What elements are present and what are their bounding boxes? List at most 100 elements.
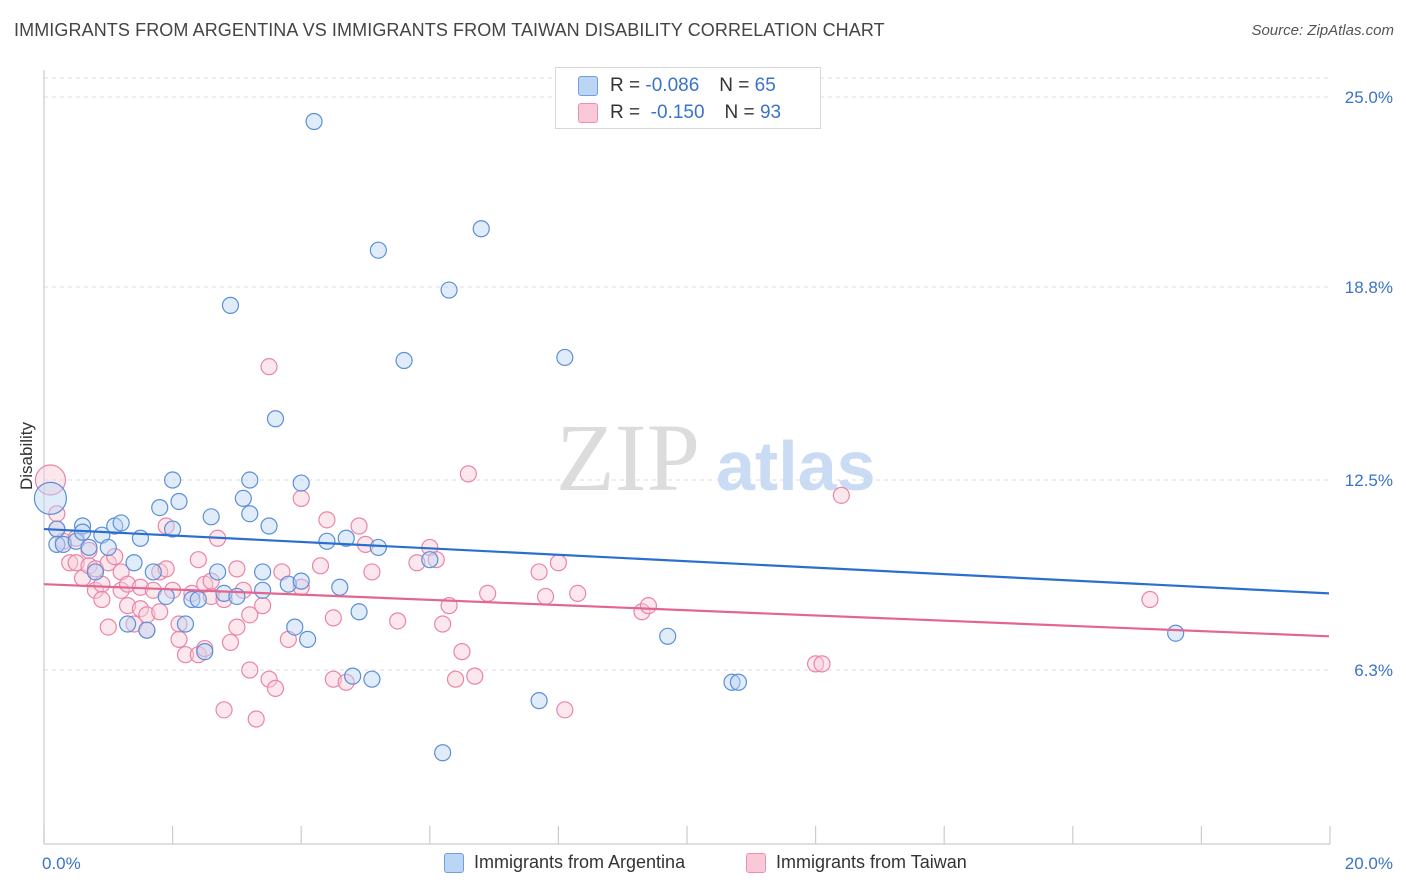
taiwan-point [260,670,278,688]
taiwan-point [536,587,555,606]
r-value-argentina: -0.086 [645,75,700,96]
argentina-point [138,621,156,639]
argentina-point [530,692,548,710]
taiwan-point [138,606,156,624]
taiwan-point [832,486,850,504]
argentina-point [395,351,413,370]
taiwan-point [170,630,188,648]
series-taiwan-points [34,358,1159,728]
n-value-taiwan: 93 [759,102,782,123]
argentina-point [202,508,220,526]
taiwan-point [106,548,124,566]
argentina-point [254,563,272,581]
taiwan-point [34,464,67,496]
argentina-point [151,498,169,517]
argentina-point [221,296,240,314]
legend-item-argentina[interactable]: Immigrants from Argentina [444,852,685,873]
legend-item-taiwan[interactable]: Immigrants from Taiwan [746,852,967,873]
bottom-legend: Immigrants from Argentina Immigrants fro… [0,852,1406,878]
y-tick-labels: 6.3% 12.5% 18.8% 25.0% [1345,88,1393,680]
argentina-point [170,492,188,511]
x-tick-label: 0.0% [42,854,81,873]
taiwan-point [67,554,85,572]
argentina-point [318,532,336,550]
y-tick-label: 12.5% [1345,471,1393,490]
taiwan-point [318,511,336,529]
taiwan-point [337,673,355,691]
argentina-point [299,630,317,648]
taiwan-point [118,597,137,615]
argentina-point [241,471,259,489]
argentina-point [234,489,252,508]
stats-legend: R = -0.086 N = 65 R = -0.150 N = 93 [555,67,821,129]
stats-row-taiwan: R = -0.150 N = 93 [578,100,781,126]
argentina-point [33,481,68,516]
taiwan-point [260,358,278,376]
taiwan-point [324,609,342,627]
taiwan-point [311,557,330,575]
taiwan-point [479,584,497,602]
n-value-argentina: 65 [754,75,776,96]
taiwan-point [292,489,310,508]
argentina-point [176,615,195,633]
taiwan-point [234,581,252,599]
chart-title: IMMIGRANTS FROM ARGENTINA VS IMMIGRANTS … [14,20,885,40]
taiwan-point [215,701,233,719]
taiwan-swatch [746,852,766,873]
n-label: N = [724,102,755,123]
watermark-zip: ZIP [556,404,700,511]
x-tick-labels: 0.0% 20.0% [42,854,1393,873]
taiwan-point [556,701,574,719]
argentina-point [729,673,748,691]
x-tick-label: 20.0% [1345,854,1393,873]
y-tick-label: 6.3% [1354,661,1393,680]
taiwan-point [93,590,111,609]
argentina-swatch [444,852,464,873]
argentina-point [279,575,297,593]
taiwan-point [389,612,407,630]
taiwan-point [453,643,471,661]
legend-label-taiwan: Immigrants from Taiwan [776,852,967,872]
taiwan-point [639,597,658,615]
argentina-point [118,615,137,633]
taiwan-point [221,633,240,652]
taiwan-trend-line [43,583,1330,638]
taiwan-point [241,606,259,624]
argentina-point [556,348,574,367]
y-tick-label: 18.8% [1345,278,1393,297]
taiwan-point [151,603,169,621]
r-label: R = [610,102,641,123]
n-label: N = [719,75,750,96]
source-credit: Source: ZipAtlas.com [1251,22,1394,39]
y-tick-label: 25.0% [1345,88,1393,107]
argentina-point [215,584,233,602]
argentina-point [112,514,130,532]
taiwan-point [813,655,831,673]
stats-row-argentina: R = -0.086 N = 65 [578,73,776,99]
argentina-point [209,563,227,581]
legend-label-argentina: Immigrants from Argentina [474,852,686,872]
argentina-point [434,744,452,762]
argentina-point [421,551,439,569]
argentina-point [183,590,201,609]
taiwan-point [446,670,465,688]
watermark-atlas: atlas [716,427,876,505]
argentina-point [337,529,355,547]
argentina-point [196,643,214,661]
taiwan-point [61,554,79,572]
argentina-swatch [578,76,598,96]
taiwan-point [170,615,188,633]
argentina-point [1167,624,1185,642]
argentina-point [54,535,72,553]
taiwan-point [202,572,220,590]
taiwan-point [48,505,66,523]
argentina-point [369,538,387,557]
argentina-point [48,535,66,553]
taiwan-point [363,563,381,581]
taiwan-point [189,551,207,569]
taiwan-point [434,615,452,633]
taiwan-point [530,563,548,581]
argentina-point [440,281,458,299]
argentina-point [344,667,362,685]
